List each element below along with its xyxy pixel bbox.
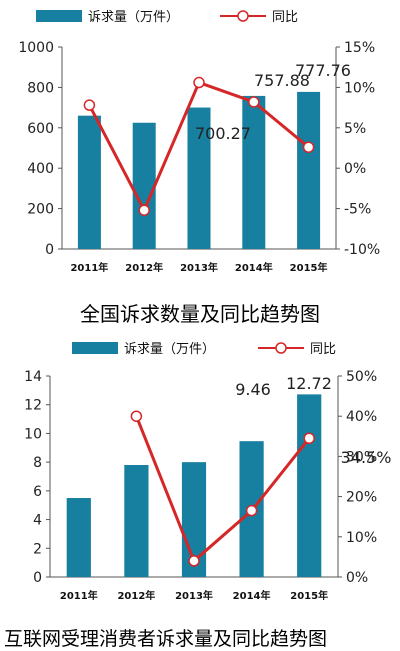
right-tick-label: 30% <box>346 449 377 465</box>
caption-national: 全国诉求数量及同比趋势图 <box>80 302 320 326</box>
right-tick-label: 40% <box>346 409 377 425</box>
bar-2015 <box>297 91 321 249</box>
left-tick-label: 2 <box>33 541 42 557</box>
bar-2014 <box>242 95 266 250</box>
yoy-point-2014 <box>245 504 258 517</box>
legend-line-marker <box>237 10 249 22</box>
left-tick-label: 8 <box>33 455 42 471</box>
legend-bar-swatch <box>36 10 82 22</box>
x-tick-label: 2013年 <box>175 589 213 602</box>
yoy-point-2012 <box>138 204 150 216</box>
left-tick-label: 12 <box>24 398 42 414</box>
x-tick-label: 2012年 <box>125 261 163 274</box>
data-label: 777.76 <box>295 61 351 80</box>
left-tick-label: 200 <box>27 202 54 218</box>
x-tick-label: 2014年 <box>233 589 271 602</box>
chart-internet-complaints: 诉求量（万件） 同比 0 2 4 6 8 10 12 14 0% 10% 20% 30% 40% 50% 201… <box>24 342 392 602</box>
x-tick-label: 2011年 <box>70 261 108 274</box>
data-label: 757.88 <box>254 71 310 90</box>
left-tick-label: 6 <box>33 484 42 500</box>
data-label: 34.5% <box>341 448 392 467</box>
x-tick-label: 2013年 <box>180 261 218 274</box>
legend-bar-label: 诉求量（万件） <box>88 10 179 25</box>
legend-line-label: 同比 <box>310 342 336 357</box>
left-tick-label: 14 <box>24 369 42 385</box>
bar-2013 <box>187 107 211 249</box>
right-tick-label: 10% <box>344 80 375 96</box>
right-tick-label: 0% <box>346 570 368 586</box>
yoy-point-2013 <box>188 555 200 567</box>
yoy-point-2015 <box>303 432 315 445</box>
data-label: 12.72 <box>286 374 332 393</box>
legend: 诉求量（万件） 同比 <box>36 10 298 25</box>
right-tick-label: 10% <box>346 530 377 546</box>
x-tick-label: 2014年 <box>235 261 273 274</box>
left-tick-label: 400 <box>27 161 54 177</box>
legend-line-marker <box>275 342 287 354</box>
caption-internet: 互联网受理消费者诉求量及同比趋势图 <box>4 628 328 650</box>
legend-line-label: 同比 <box>272 10 298 25</box>
right-tick-label: 50% <box>346 369 377 385</box>
legend-bar-swatch <box>72 342 118 354</box>
left-tick-label: 0 <box>33 570 42 586</box>
left-tick-label: 600 <box>27 121 54 137</box>
right-tick-label: 20% <box>346 490 377 506</box>
yoy-point-2013 <box>193 76 205 89</box>
yoy-point-2014 <box>248 96 260 108</box>
data-label: 9.46 <box>235 380 271 399</box>
left-tick-label: 10 <box>24 426 42 442</box>
bar-2015 <box>297 394 322 577</box>
right-tick-label: 15% <box>344 40 375 56</box>
yoy-point-2011 <box>83 99 96 111</box>
x-tick-label: 2012年 <box>117 589 155 602</box>
bar-2011 <box>77 115 101 250</box>
legend-bar-label: 诉求量（万件） <box>124 342 215 357</box>
data-label: 700.27 <box>195 124 251 143</box>
right-tick-label: -10% <box>344 242 380 258</box>
left-tick-label: 800 <box>27 80 54 96</box>
left-tick-label: 4 <box>33 513 42 529</box>
x-tick-label: 2015年 <box>290 589 328 602</box>
x-tick-label: 2011年 <box>60 589 98 602</box>
left-tick-label: 1000 <box>18 40 54 56</box>
right-tick-label: -5% <box>344 202 371 218</box>
bar-2012 <box>124 465 149 577</box>
bar-2012 <box>132 122 156 249</box>
x-tick-label: 2015年 <box>290 261 328 274</box>
bar-2011 <box>66 498 91 577</box>
yoy-point-2012 <box>130 410 143 422</box>
left-tick-label: 0 <box>45 242 54 258</box>
yoy-point-2015 <box>302 141 315 153</box>
chart-national-complaints: 诉求量（万件） 同比 0 200 400 600 800 1000 -10% -5% 0% 5% 10%… <box>18 10 380 274</box>
yoy-line <box>135 415 311 564</box>
right-tick-label: 5% <box>344 121 366 137</box>
right-tick-label: 0% <box>344 161 366 177</box>
legend: 诉求量（万件） 同比 <box>72 342 336 357</box>
